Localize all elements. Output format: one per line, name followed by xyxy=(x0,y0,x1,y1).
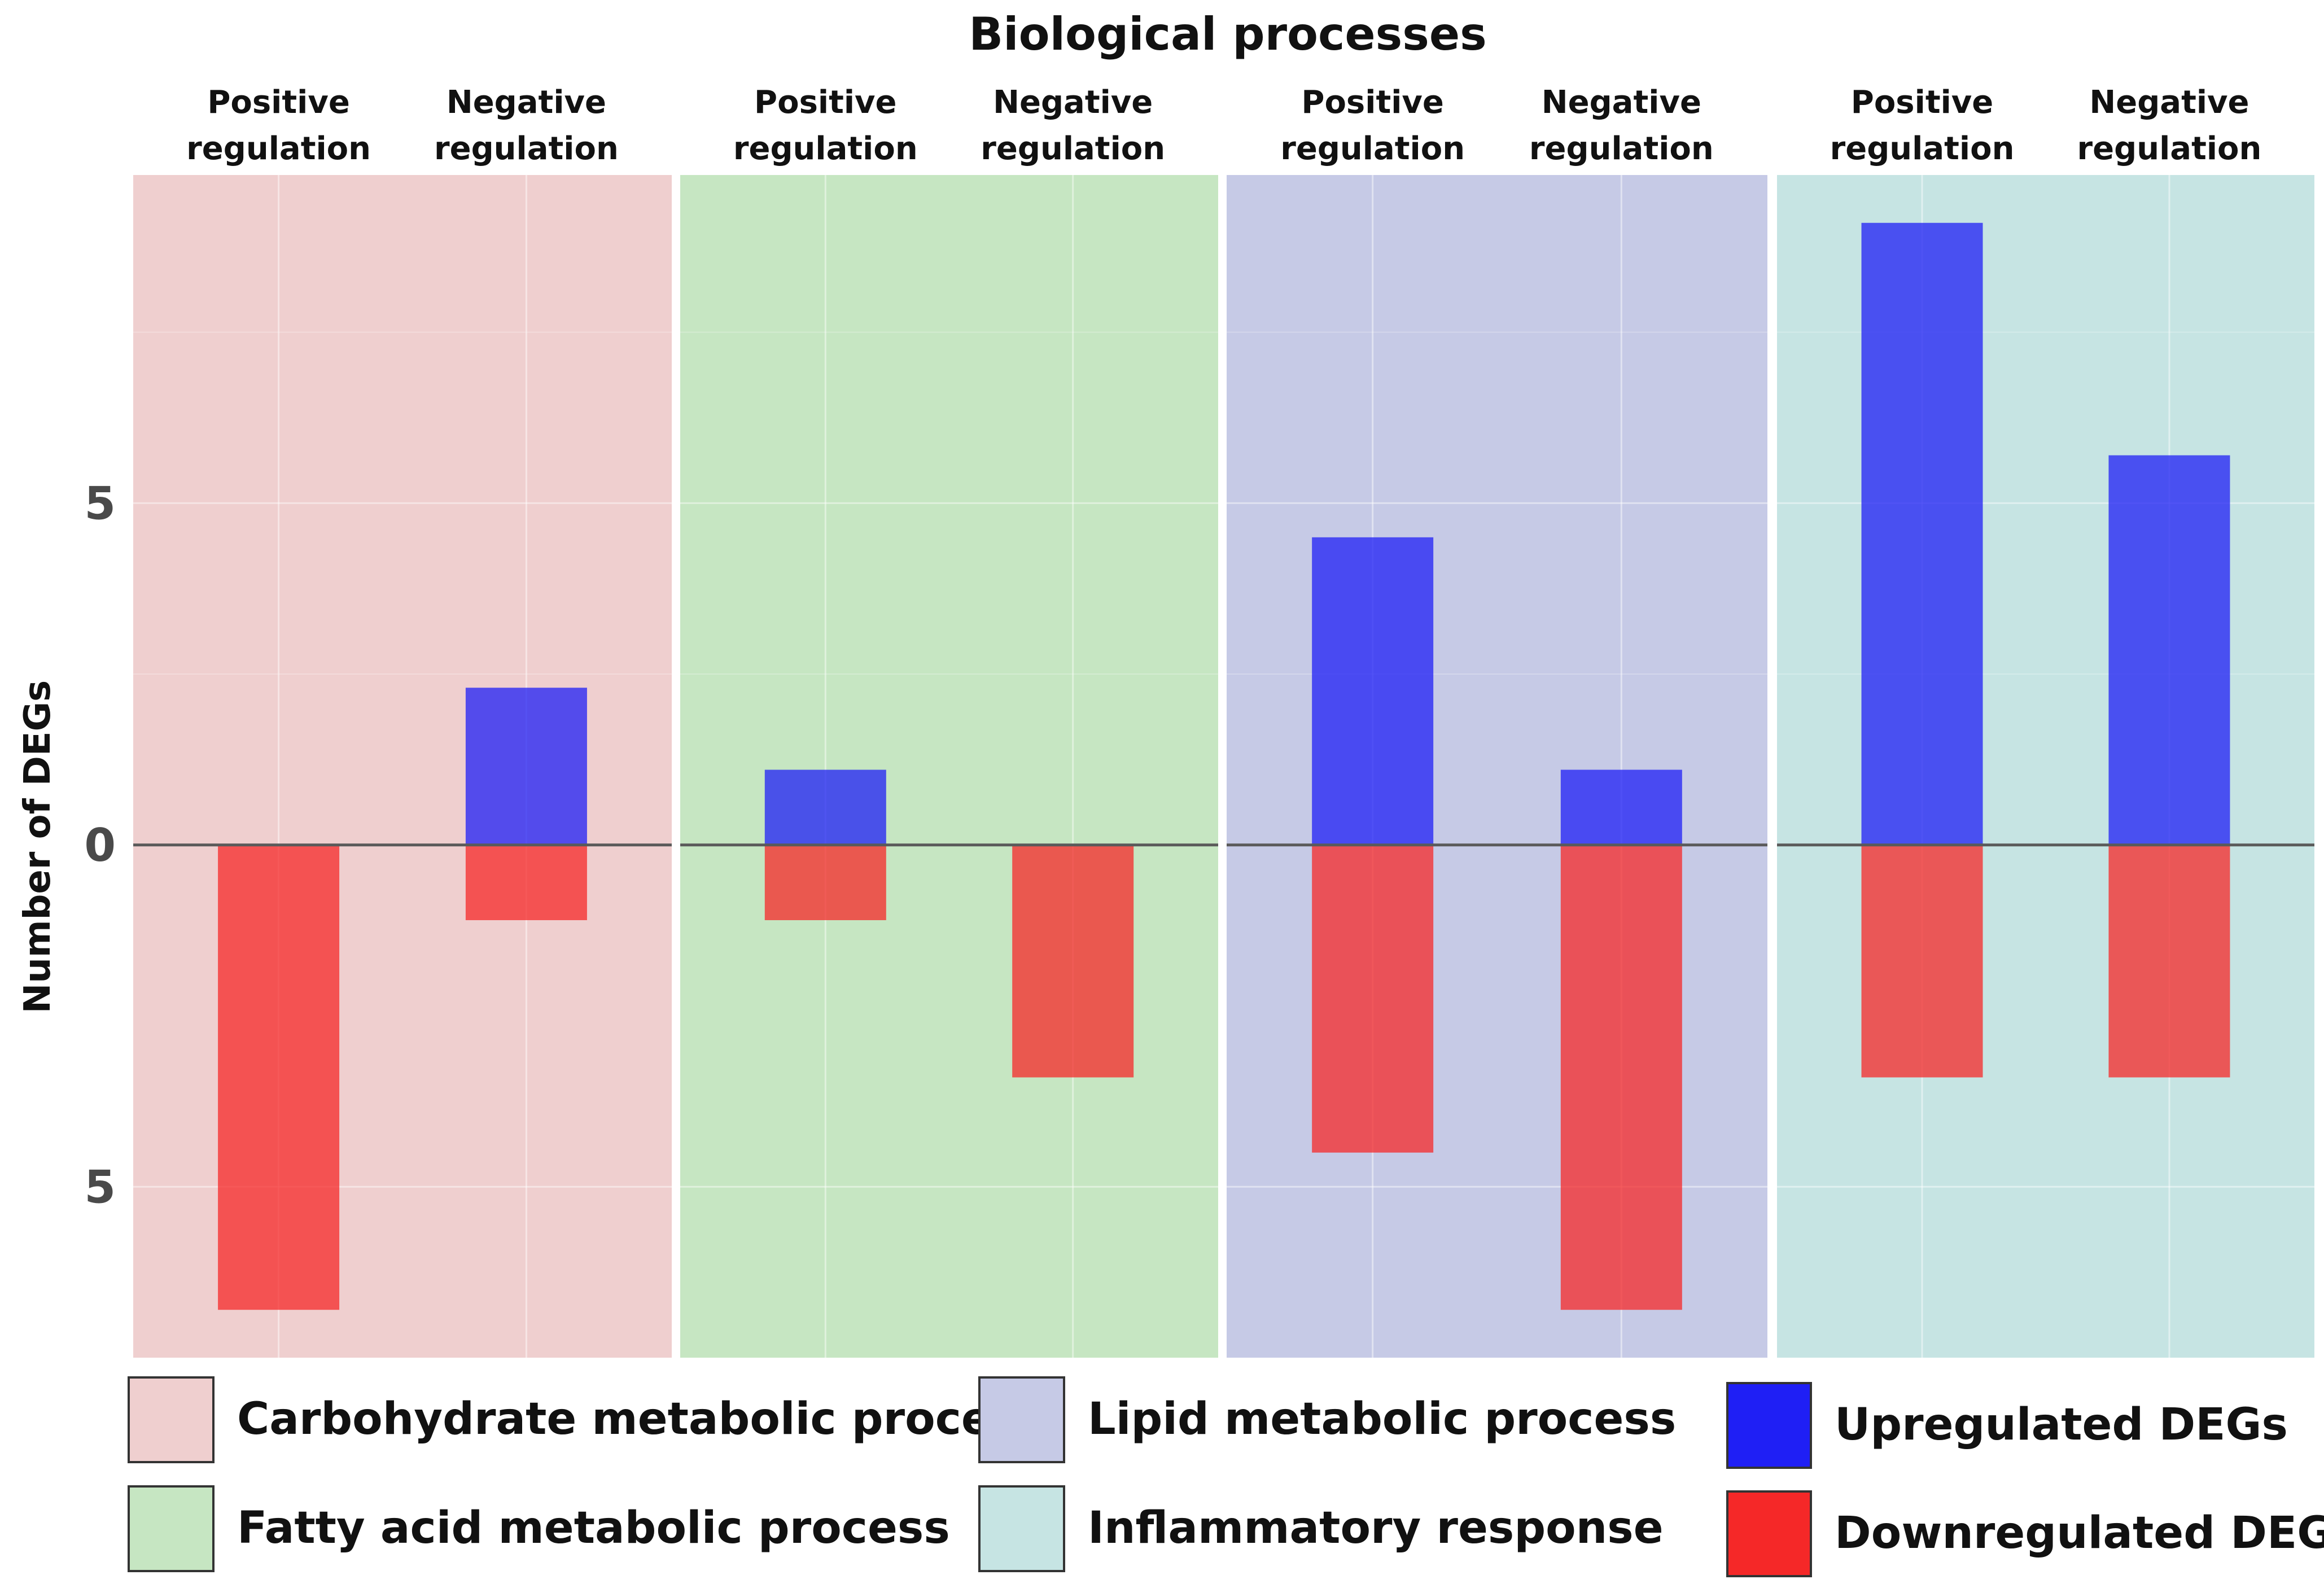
legend-swatch-4 xyxy=(978,1485,1065,1572)
category-label-line1: Negative xyxy=(2089,84,2249,121)
legend-label-5: Upregulated DEGs xyxy=(1835,1399,2288,1450)
bar-up-g4-c2 xyxy=(2108,455,2230,845)
panel-3 xyxy=(1227,175,1767,1358)
y-ticks-layer: 5 0 5 xyxy=(84,477,116,1213)
legend-label-1: Carbohydrate metabolic process xyxy=(237,1394,1044,1445)
category-label-line1: Positive xyxy=(1851,84,1994,121)
category-label-line2: regulation xyxy=(1830,130,2015,167)
category-label-line2: regulation xyxy=(981,130,1165,167)
chart-title: Biological processes xyxy=(969,8,1487,60)
bar-down-g4-c2 xyxy=(2108,845,2230,1078)
legend-swatch-6 xyxy=(1726,1490,1812,1577)
y-axis-label: Number of DEGs xyxy=(17,680,59,1013)
bar-up-g1-c2 xyxy=(465,688,587,845)
category-label-line1: Positive xyxy=(207,84,350,121)
legend-label-3: Lipid metabolic process xyxy=(1088,1394,1676,1445)
bar-down-g1-c2 xyxy=(465,845,587,920)
category-label-line2: regulation xyxy=(1529,130,1714,167)
category-label-line2: regulation xyxy=(434,130,619,167)
category-label-line2: regulation xyxy=(1280,130,1465,167)
panel-2 xyxy=(680,175,1218,1358)
bar-down-g3-c2 xyxy=(1560,845,1682,1310)
bar-down-g1-c1 xyxy=(218,845,340,1310)
bar-down-g3-c1 xyxy=(1312,845,1434,1153)
category-label-line1: Negative xyxy=(1542,84,1701,121)
bar-down-g2-c1 xyxy=(764,845,886,920)
legend: Carbohydrate metabolic process Fatty acid… xyxy=(128,1376,2324,1577)
y-tick-label: 5 xyxy=(84,1161,116,1213)
category-label-line1: Negative xyxy=(447,84,606,121)
legend-swatch-1 xyxy=(128,1376,215,1463)
legend-label-4: Inflammatory response xyxy=(1088,1503,1664,1554)
legend-swatch-3 xyxy=(978,1376,1065,1463)
bar-down-g2-c2 xyxy=(1012,845,1134,1078)
bar-up-g3-c1 xyxy=(1312,537,1434,845)
category-label-line2: regulation xyxy=(733,130,918,167)
bar-up-g3-c2 xyxy=(1560,769,1682,845)
legend-label-6: Downregulated DEGs xyxy=(1835,1508,2324,1559)
bar-up-g2-c1 xyxy=(764,769,886,845)
legend-swatch-5 xyxy=(1726,1382,1812,1469)
legend-label-2: Fatty acid metabolic process xyxy=(237,1503,950,1554)
category-labels-layer: Positive regulation Negative regulation Posi… xyxy=(186,84,2261,167)
y-tick-label: 5 xyxy=(84,477,116,530)
category-label-line2: regulation xyxy=(2077,130,2262,167)
bar-up-g4-c1 xyxy=(1861,222,1983,845)
panel-1 xyxy=(133,175,672,1358)
legend-swatch-2 xyxy=(128,1485,215,1572)
category-label-line1: Positive xyxy=(1301,84,1444,121)
panels-layer xyxy=(133,175,2314,1358)
bar-down-g4-c1 xyxy=(1861,845,1983,1078)
panel-4 xyxy=(1777,175,2314,1358)
category-label-line1: Negative xyxy=(993,84,1153,121)
category-label-line2: regulation xyxy=(186,130,371,167)
category-label-line1: Positive xyxy=(754,84,897,121)
bars-layer xyxy=(218,222,2230,1310)
y-tick-label: 0 xyxy=(84,819,116,872)
